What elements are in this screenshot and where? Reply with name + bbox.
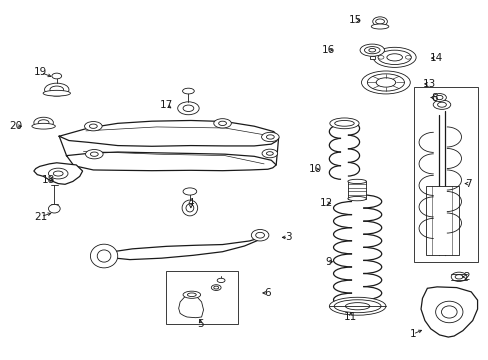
Text: 18: 18	[42, 175, 55, 185]
Ellipse shape	[183, 291, 200, 298]
Text: 1: 1	[408, 329, 415, 339]
Ellipse shape	[50, 86, 63, 93]
Ellipse shape	[386, 54, 402, 61]
Ellipse shape	[372, 47, 415, 67]
Text: 20: 20	[9, 121, 22, 131]
Polygon shape	[420, 287, 477, 337]
Text: 19: 19	[34, 67, 47, 77]
Ellipse shape	[450, 272, 466, 282]
Ellipse shape	[32, 123, 55, 129]
Polygon shape	[178, 296, 203, 318]
Ellipse shape	[217, 278, 224, 283]
Ellipse shape	[183, 188, 196, 195]
Ellipse shape	[255, 232, 264, 238]
Ellipse shape	[261, 132, 279, 141]
Ellipse shape	[454, 275, 462, 279]
Ellipse shape	[90, 244, 118, 268]
Bar	[347, 181, 366, 199]
Ellipse shape	[34, 117, 53, 128]
Ellipse shape	[366, 74, 404, 91]
Ellipse shape	[432, 100, 450, 109]
Text: 15: 15	[348, 15, 362, 26]
Ellipse shape	[372, 17, 386, 26]
Ellipse shape	[375, 78, 395, 87]
Ellipse shape	[251, 229, 268, 241]
Ellipse shape	[333, 300, 380, 313]
Ellipse shape	[347, 197, 366, 201]
Ellipse shape	[266, 152, 273, 155]
Ellipse shape	[347, 179, 366, 184]
Ellipse shape	[182, 200, 197, 216]
Ellipse shape	[53, 171, 63, 176]
Ellipse shape	[441, 306, 456, 318]
Text: 4: 4	[187, 198, 194, 208]
Ellipse shape	[89, 124, 97, 129]
Text: 3: 3	[285, 232, 291, 242]
Ellipse shape	[370, 24, 388, 29]
Ellipse shape	[97, 250, 111, 262]
Ellipse shape	[405, 55, 410, 59]
Ellipse shape	[345, 303, 369, 310]
Bar	[165, 271, 237, 324]
Ellipse shape	[84, 122, 102, 131]
Ellipse shape	[48, 168, 68, 179]
Ellipse shape	[213, 286, 218, 289]
Text: 9: 9	[325, 257, 331, 267]
Ellipse shape	[43, 90, 70, 96]
Ellipse shape	[435, 301, 462, 323]
Ellipse shape	[359, 44, 384, 56]
Ellipse shape	[211, 285, 221, 291]
Ellipse shape	[377, 50, 410, 64]
Ellipse shape	[377, 55, 383, 59]
Polygon shape	[103, 233, 267, 260]
Ellipse shape	[364, 46, 379, 54]
Ellipse shape	[38, 120, 49, 126]
Polygon shape	[34, 163, 82, 184]
Ellipse shape	[44, 83, 69, 96]
Ellipse shape	[85, 149, 103, 159]
Ellipse shape	[329, 297, 385, 315]
Text: 16: 16	[321, 45, 334, 55]
Bar	[369, 55, 374, 59]
Text: 21: 21	[34, 212, 47, 221]
Ellipse shape	[177, 102, 199, 115]
Ellipse shape	[52, 73, 61, 79]
Ellipse shape	[213, 119, 231, 128]
Text: 5: 5	[197, 319, 203, 329]
Text: 2: 2	[462, 272, 468, 282]
Ellipse shape	[435, 95, 442, 100]
Ellipse shape	[329, 118, 358, 129]
Ellipse shape	[375, 19, 384, 24]
Ellipse shape	[432, 94, 446, 102]
Ellipse shape	[185, 204, 193, 212]
Ellipse shape	[183, 105, 193, 112]
Text: 8: 8	[430, 93, 437, 103]
Text: 7: 7	[465, 179, 471, 189]
Ellipse shape	[334, 121, 353, 126]
Bar	[425, 186, 458, 255]
Ellipse shape	[48, 204, 60, 213]
Bar	[413, 87, 477, 262]
Ellipse shape	[368, 48, 375, 52]
Ellipse shape	[182, 88, 194, 94]
Ellipse shape	[187, 293, 196, 297]
Ellipse shape	[218, 121, 226, 126]
Text: 14: 14	[428, 53, 442, 63]
Text: 11: 11	[344, 312, 357, 322]
Ellipse shape	[361, 71, 409, 94]
Text: 13: 13	[422, 79, 435, 89]
Ellipse shape	[437, 102, 446, 107]
Text: 6: 6	[264, 288, 271, 298]
Ellipse shape	[90, 152, 98, 156]
Ellipse shape	[262, 149, 277, 158]
Text: 17: 17	[160, 100, 173, 110]
Text: 12: 12	[319, 198, 332, 208]
Text: 10: 10	[308, 164, 321, 174]
Ellipse shape	[266, 135, 274, 139]
